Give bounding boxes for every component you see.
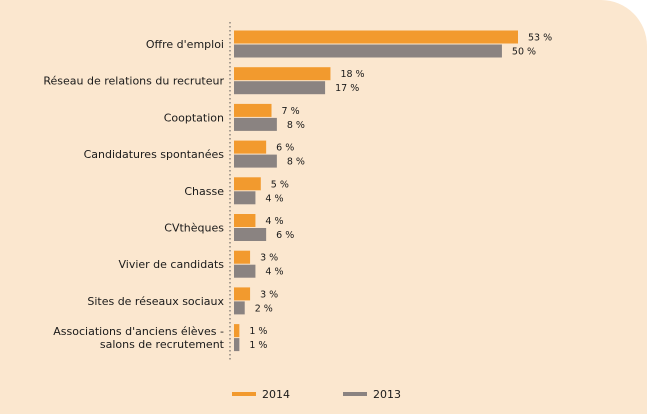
bar-2013 [234, 301, 245, 315]
bar-2014 [234, 140, 267, 154]
bar-2013 [234, 81, 326, 95]
data-label-2013: 8 % [287, 120, 305, 131]
category-label: Associations d'anciens élèves -salons de… [53, 325, 224, 351]
bar-2013 [234, 338, 240, 352]
data-label-2013: 2 % [255, 303, 273, 314]
bar-2013 [234, 191, 256, 205]
category-label-line: Sites de réseaux sociaux [87, 295, 224, 308]
data-label-2013: 4 % [265, 193, 283, 204]
category-label: Cooptation [164, 111, 224, 124]
category-label: Vivier de candidats [118, 258, 224, 271]
data-label-2013: 17 % [335, 83, 359, 94]
category-label-line: Offre d'emploi [146, 38, 224, 51]
data-label-2014: 1 % [249, 326, 267, 337]
category-label: Chasse [184, 185, 224, 198]
bar-2014 [234, 177, 261, 191]
data-label-2014: 4 % [265, 216, 283, 227]
bar-2014 [234, 103, 272, 117]
bar-2013 [234, 154, 277, 168]
category-label-line: Associations d'anciens élèves - [53, 325, 224, 338]
data-label-2014: 3 % [260, 289, 278, 300]
bar-2014 [234, 324, 240, 338]
bar-2014 [234, 67, 331, 81]
data-label-2014: 7 % [282, 106, 300, 117]
data-label-2013: 6 % [276, 230, 294, 241]
data-label-2013: 1 % [249, 340, 267, 351]
bar-2013 [234, 264, 256, 278]
category-label-line: Réseau de relations du recruteur [43, 75, 224, 88]
category-label: Candidatures spontanées [84, 148, 225, 161]
data-label-2013: 8 % [287, 157, 305, 168]
legend-label-2014: 2014 [262, 388, 290, 401]
data-label-2013: 50 % [512, 47, 536, 58]
category-label-line: Vivier de candidats [118, 258, 224, 271]
category-label-line: Cooptation [164, 111, 224, 124]
category-label: Offre d'emploi [146, 38, 224, 51]
category-label-line: Chasse [184, 185, 224, 198]
bar-2013 [234, 44, 502, 58]
bar-2014 [234, 30, 518, 44]
data-label-2014: 53 % [528, 33, 552, 44]
bar-2013 [234, 117, 277, 131]
data-label-2014: 18 % [340, 69, 364, 80]
category-label: Sites de réseaux sociaux [87, 295, 224, 308]
data-label-2014: 3 % [260, 253, 278, 264]
category-label-line: CVthèques [164, 222, 224, 235]
bar-2014 [234, 250, 251, 264]
data-label-2013: 4 % [265, 267, 283, 278]
data-label-2014: 5 % [271, 179, 289, 190]
bar-2013 [234, 228, 267, 241]
legend-label-2013: 2013 [373, 388, 401, 401]
bar-2014 [234, 214, 256, 227]
category-label-line: salons de recrutement [100, 338, 225, 351]
bar-2014 [234, 287, 251, 301]
category-label-line: Candidatures spontanées [84, 148, 225, 161]
data-label-2014: 6 % [276, 143, 294, 154]
category-label: CVthèques [164, 222, 224, 235]
category-label: Réseau de relations du recruteur [43, 75, 224, 88]
